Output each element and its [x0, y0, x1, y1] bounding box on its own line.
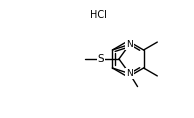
Text: HCl: HCl — [90, 10, 107, 20]
Text: S: S — [98, 54, 104, 64]
Text: N: N — [126, 40, 133, 49]
Text: N: N — [126, 69, 133, 78]
